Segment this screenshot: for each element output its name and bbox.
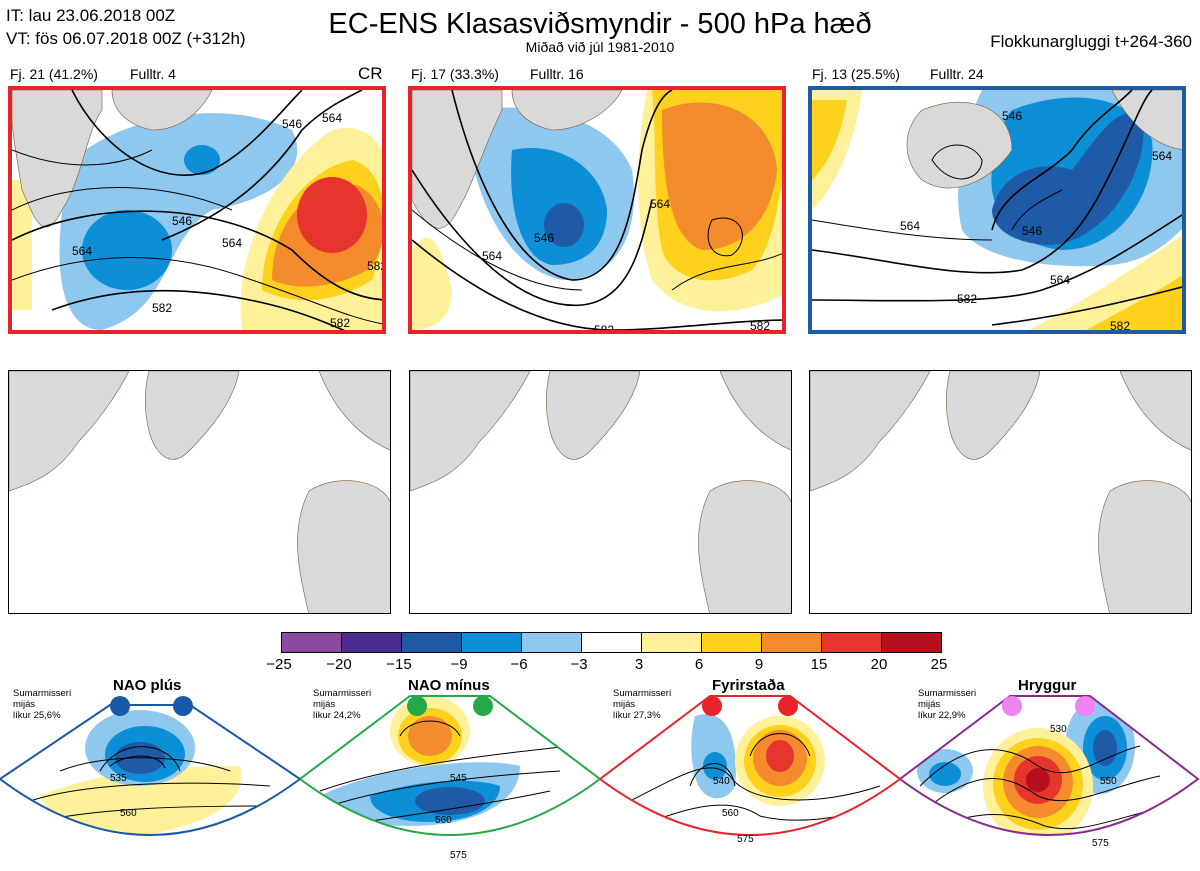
contour-label: 582 [957, 292, 977, 306]
colorbar [281, 632, 942, 653]
contour-label: 560 [722, 808, 739, 819]
panel-3-label: Fj. 13 (25.5%) [812, 66, 900, 82]
colorbar-tick: 20 [870, 656, 888, 673]
cluster-map-1-graphic: 546 564 582 564 546 582 582 564 [12, 90, 386, 330]
regime-title: NAO plús [113, 677, 182, 694]
regime-title: Fyrirstaða [712, 677, 785, 694]
colorbar-swatch [402, 633, 462, 652]
colorbar-swatch [462, 633, 522, 652]
regime-note: Sumarmisseri mijás líkur 24,2% [313, 688, 372, 721]
base-map-2-graphic [410, 371, 791, 613]
cluster-map-3: 546 546 564 564 582 582 564 [808, 86, 1186, 334]
panel-1-label: Fj. 21 (41.2%) [10, 66, 98, 82]
contour-label: 550 [1100, 776, 1117, 787]
regime-title: NAO mínus [408, 677, 490, 694]
contour-label: 546 [1002, 109, 1022, 123]
regime-note: Sumarmisseri mijás líkur 22,9% [918, 688, 977, 721]
contour-label: 546 [1022, 224, 1042, 238]
contour-label: 564 [900, 219, 920, 233]
contour-label: 564 [322, 111, 342, 125]
initial-time: IT: lau 23.06.2018 00Z [6, 6, 176, 25]
contour-label: 546 [172, 214, 192, 228]
cluster-map-3-graphic: 546 546 564 564 582 582 564 [812, 90, 1182, 333]
colorbar-tick: 3 [634, 656, 644, 673]
panel-3-cluster: Fulltr. 24 [930, 66, 984, 82]
colorbar-swatch [282, 633, 342, 652]
regime-nao-minus-graphic: 545 560 575 [300, 695, 602, 861]
colorbar-swatch [582, 633, 642, 652]
contour-label: 582 [330, 316, 350, 330]
contour-label: 564 [650, 197, 670, 211]
contour-label: 582 [152, 301, 172, 315]
contour-label: 530 [1050, 724, 1067, 735]
regime-nao-plus-graphic: 535 560 [0, 696, 302, 836]
base-map-3-graphic [810, 371, 1191, 613]
base-map-2 [409, 370, 792, 614]
colorbar-swatch [882, 633, 941, 652]
colorbar-swatch [642, 633, 702, 652]
regime-nao-minus: 545 560 575 NAO mínus Sumarmisseri mijás… [300, 676, 602, 871]
colorbar-tick: 6 [694, 656, 704, 673]
contour-label: 546 [282, 117, 302, 131]
colorbar-tick: −6 [510, 656, 528, 673]
page-subtitle: Miðað við júl 1981-2010 [525, 39, 675, 55]
regime-ridge-graphic: 530 550 575 [900, 695, 1200, 849]
colorbar-swatch [522, 633, 582, 652]
colorbar-swatch [762, 633, 822, 652]
cluster-map-2-graphic: 546 564 564 582 582 [412, 90, 782, 334]
colorbar-tick: −25 [266, 656, 292, 673]
valid-time: VT: fös 06.07.2018 00Z (+312h) [6, 29, 246, 48]
regime-ridge: 530 550 575 Hryggur Sumarmisseri mijás l… [900, 676, 1200, 871]
contour-label: 582 [367, 259, 386, 273]
colorbar-swatch [822, 633, 882, 652]
colorbar-swatch [702, 633, 762, 652]
contour-label: 582 [594, 323, 614, 334]
colorbar-tick: 15 [810, 656, 828, 673]
contour-label: 560 [120, 808, 137, 819]
base-map-3 [809, 370, 1192, 614]
colorbar-tick: −20 [326, 656, 352, 673]
regime-note: Sumarmisseri mijás líkur 25,6% [13, 688, 72, 721]
colorbar-tick: −15 [386, 656, 412, 673]
panel-1-tag: CR [358, 64, 383, 83]
colorbar-tick: 25 [930, 656, 948, 673]
contour-label: 540 [713, 776, 730, 787]
panel-2-cluster: Fulltr. 16 [530, 66, 584, 82]
contour-label: 582 [1110, 319, 1130, 333]
contour-label: 564 [1152, 149, 1172, 163]
contour-label: 582 [750, 319, 770, 333]
cluster-map-2: 546 564 564 582 582 [408, 86, 786, 334]
contour-label: 560 [435, 815, 452, 826]
page-title: EC-ENS Klasasviðsmyndir - 500 hPa hæð [328, 8, 872, 40]
cluster-map-1: 546 564 582 564 546 582 582 564 [8, 86, 386, 334]
contour-label: 575 [1092, 838, 1109, 849]
colorbar-tick: −3 [570, 656, 588, 673]
base-map-1 [8, 370, 391, 614]
panel-2-label: Fj. 17 (33.3%) [411, 66, 499, 82]
contour-label: 575 [450, 850, 467, 861]
contour-label: 564 [72, 244, 92, 258]
contour-label: 545 [450, 773, 467, 784]
regime-title: Hryggur [1018, 677, 1077, 694]
regime-blocking: 540 560 575 Fyrirstaða Sumarmisseri mijá… [600, 676, 902, 871]
contour-label: 546 [534, 231, 554, 245]
colorbar-swatch [342, 633, 402, 652]
classification-window: Flokkunargluggi t+264-360 [990, 32, 1192, 51]
contour-label: 564 [482, 249, 502, 263]
regime-blocking-graphic: 540 560 575 [600, 695, 902, 845]
contour-label: 535 [110, 773, 127, 784]
regime-nao-plus: 535 560 NAO plús Sumarmisseri mijás líku… [0, 676, 302, 871]
colorbar-tick: 9 [754, 656, 764, 673]
base-map-1-graphic [9, 371, 390, 613]
contour-label: 575 [737, 834, 754, 845]
contour-label: 564 [222, 236, 242, 250]
regime-note: Sumarmisseri mijás líkur 27,3% [613, 688, 672, 721]
colorbar-tick: −9 [450, 656, 468, 673]
panel-1-cluster: Fulltr. 4 [130, 66, 176, 82]
contour-label: 564 [1050, 273, 1070, 287]
